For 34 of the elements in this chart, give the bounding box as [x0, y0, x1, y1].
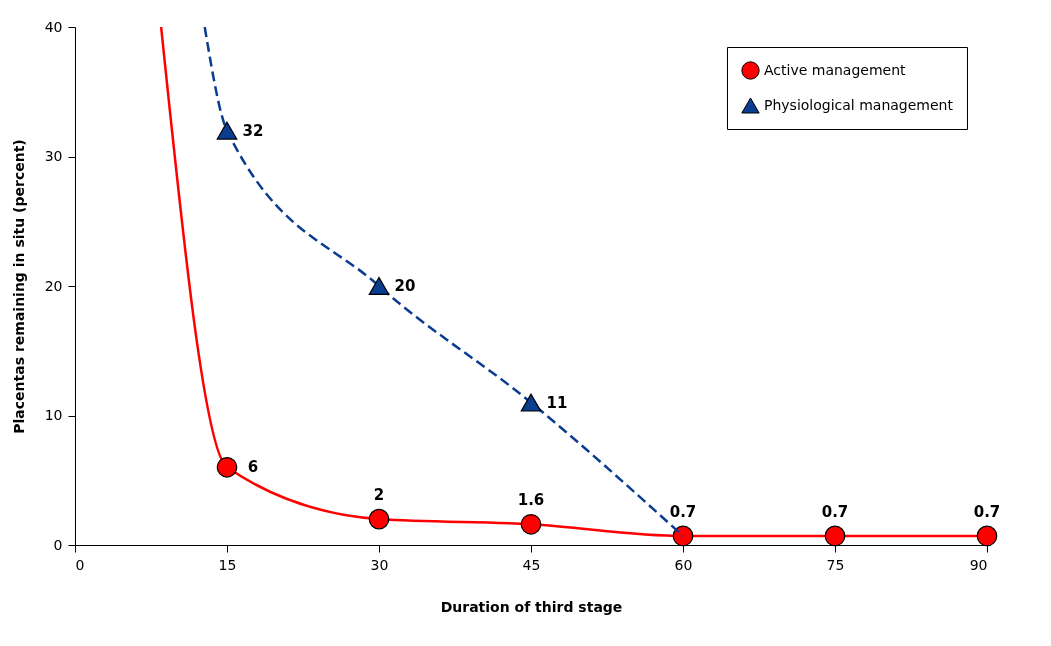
point — [672, 525, 694, 547]
data-label: 0.7 — [821, 502, 849, 521]
legend-label: Physiological management — [764, 96, 954, 113]
legend-label: Active management — [764, 61, 907, 78]
y-tick-label: 20 — [44, 277, 63, 294]
x-tick-label: 30 — [370, 556, 389, 573]
y-tick-label: 40 — [44, 18, 63, 35]
x-axis-title: Duration of third stage — [440, 598, 623, 615]
y-axis-title: Placentas remaining in situ (percent) — [10, 139, 27, 434]
point — [216, 121, 238, 140]
data-label: 32 — [242, 121, 264, 140]
data-label: 1.6 — [517, 491, 545, 510]
y-tick-label: 30 — [44, 148, 63, 164]
point — [216, 456, 238, 478]
point — [976, 525, 998, 547]
point — [368, 276, 390, 296]
x-tick-label: 15 — [218, 556, 237, 573]
x-tick-label: 45 — [522, 556, 541, 573]
point — [520, 393, 542, 412]
data-label: 0.7 — [973, 502, 1001, 521]
point — [520, 513, 542, 535]
data-label: 11 — [546, 393, 568, 412]
data-label: 2 — [373, 486, 385, 505]
x-tick-label: 90 — [969, 556, 988, 573]
data-label: 6 — [247, 458, 259, 477]
x-tick-label: 75 — [826, 556, 845, 573]
point — [368, 508, 390, 530]
data-label: 20 — [394, 277, 416, 295]
x-tick-label: 0 — [75, 556, 85, 573]
data-label: 0.7 — [669, 502, 697, 521]
x-tick-label: 60 — [674, 556, 693, 573]
y-tick-label: 0 — [53, 536, 63, 553]
y-tick-label: 10 — [44, 407, 63, 423]
point — [824, 525, 846, 547]
